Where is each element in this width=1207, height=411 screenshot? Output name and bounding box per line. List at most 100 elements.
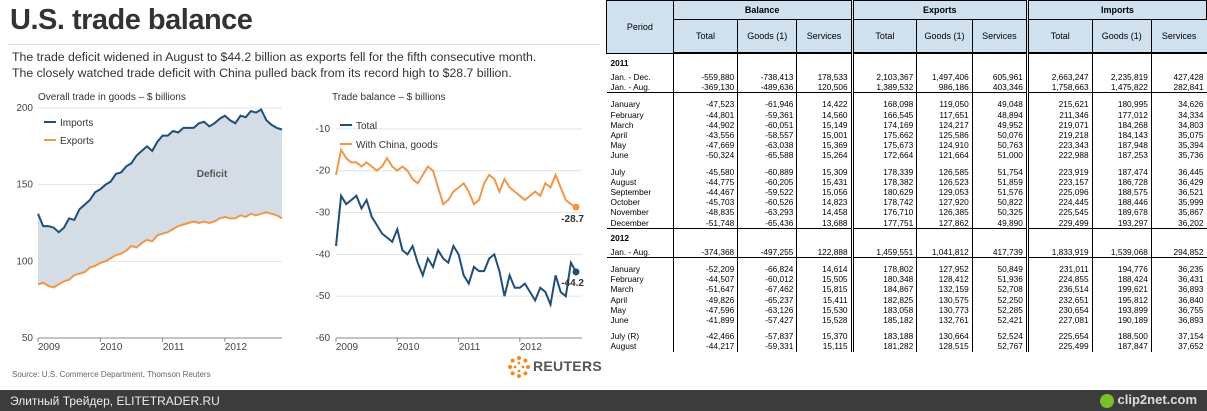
table-spacer-row	[606, 92, 1207, 100]
table-value-cell	[971, 227, 1028, 232]
table-value-cell	[850, 231, 917, 244]
table-value-cell	[737, 257, 797, 265]
table-value-cell: -738,413	[737, 72, 797, 83]
chart1-legend-exports-label: Exports	[60, 136, 94, 147]
table-value-cell: 180,348	[850, 274, 917, 285]
table-value-cell	[796, 57, 853, 69]
table-value-cell: -51,647	[672, 284, 738, 295]
chart1-imports-line	[37, 108, 283, 234]
overall-trade-chart: Overall trade in goods – $ billions 200 1…	[0, 88, 300, 368]
chart1-y-tick-label: 100	[16, 256, 33, 267]
table-value-cell: 230,654	[1025, 304, 1093, 316]
table-value-cell: 51,754	[971, 166, 1028, 177]
chart2-total-end-label: -44.2	[561, 278, 584, 289]
table-value-cell: -66,824	[737, 264, 797, 275]
table-value-cell: 15,411	[796, 294, 853, 305]
table-value-cell	[1025, 57, 1093, 69]
table-value-cell: 211,346	[1025, 109, 1093, 120]
table-value-cell: 223,157	[1025, 176, 1093, 188]
chart2-y-tick-label: -40	[316, 249, 331, 260]
trade-balance-chart: Trade balance – $ billions -10 -20 -30 -40-…	[302, 88, 605, 368]
table-value-cell: -60,889	[737, 166, 797, 177]
table-value-cell: 188,446	[1091, 197, 1152, 208]
table-value-cell	[737, 227, 797, 232]
table-value-cell: 183,188	[850, 331, 917, 342]
table-value-cell	[1091, 57, 1152, 69]
table-period-cell	[606, 227, 674, 232]
table-period-cell: 2012	[610, 232, 629, 243]
table-value-cell: 130,575	[916, 294, 973, 305]
table-value-cell: 127,952	[916, 264, 973, 275]
chart1-x-tick-label: 2010	[100, 342, 123, 353]
table-value-cell: 166,545	[850, 109, 917, 120]
table-value-cell: 184,867	[850, 284, 917, 295]
table-value-cell	[916, 92, 973, 100]
table-value-cell: -43,556	[672, 130, 738, 141]
table-year-row: 2011	[607, 57, 1207, 69]
table-value-cell: -47,523	[672, 99, 738, 110]
chart2-china-end-point	[572, 203, 580, 211]
table-value-cell: 120,506	[796, 82, 853, 93]
table-value-cell: 294,852	[1150, 246, 1207, 258]
table-value-cell	[1150, 227, 1207, 232]
clip2net-icon	[1099, 393, 1114, 408]
table-value-cell: 130,773	[916, 304, 973, 316]
table-row: January -52,209 -66,824 14,614 178,802 127,95…	[607, 264, 1207, 275]
chart2-legend-china-label: With China, goods	[356, 140, 438, 151]
table-value-cell	[916, 231, 973, 244]
table-period-cell: June	[610, 315, 629, 326]
table-row: March -44,902 -60,051 15,149 174,169 124,217 4…	[607, 119, 1207, 131]
chart2-total-end-point	[572, 268, 580, 276]
table-value-cell: 37,652	[1150, 341, 1207, 352]
table-value-cell	[796, 160, 853, 167]
table-row: Jan. - Aug. -369,130 -489,636 120,506 1,389,…	[607, 82, 1207, 93]
table-value-cell	[971, 69, 1028, 72]
table-value-cell: 282,841	[1150, 82, 1207, 93]
table-value-cell: 182,825	[850, 294, 917, 305]
subtitle-line-1: The trade deficit widened in August to $…	[12, 50, 537, 64]
table-value-cell: -45,703	[672, 197, 738, 208]
table-value-cell: 127,862	[916, 217, 973, 229]
table-period-cell: September	[610, 187, 652, 198]
table-value-cell: 223,343	[1025, 140, 1093, 151]
table-value-cell: -58,557	[737, 130, 797, 141]
table-value-cell: 15,056	[796, 187, 853, 198]
chart2-china-line	[335, 147, 577, 208]
source-note: Source: U.S. Commerce Department, Thomso…	[12, 370, 211, 379]
table-value-cell: -44,467	[672, 187, 738, 198]
chart1-legend-imports-label: Imports	[60, 118, 93, 129]
table-value-cell	[796, 325, 853, 332]
table-value-cell	[1091, 92, 1152, 100]
table-value-cell: 34,626	[1150, 99, 1207, 110]
table-value-cell: 187,847	[1091, 341, 1152, 352]
table-value-cell	[672, 227, 738, 232]
table-row: February -44,507 -60,012 15,505 180,348 128,4…	[607, 274, 1207, 285]
table-value-cell: -57,837	[737, 331, 797, 342]
table-group-header: Exports	[850, 0, 1028, 20]
table-value-cell: 186,728	[1091, 176, 1152, 188]
table-row: October -45,703 -60,526 14,823 178,742 127,92…	[607, 197, 1207, 208]
table-row: August -44,217 -59,331 15,115 181,282 128,515…	[607, 341, 1207, 352]
chart1-svg: 200 150 100 50 Deficit Imports Exports 2009 2010…	[16, 103, 283, 353]
table-value-cell: 195,812	[1091, 294, 1152, 305]
table-value-cell: 15,115	[796, 341, 853, 352]
table-value-cell: 128,515	[916, 341, 973, 352]
clip2net-badge[interactable]: clip2net.com	[1099, 392, 1197, 408]
table-value-cell: -489,636	[737, 82, 797, 93]
table-column-header: Services	[1150, 19, 1207, 54]
table-value-cell: -369,130	[672, 82, 738, 93]
table-value-cell: 1,459,551	[850, 246, 917, 258]
table-row: May -47,596 -63,126 15,530 183,058 130,773 52,…	[607, 304, 1207, 316]
table-row: September -44,467 -59,522 15,056 180,629 129,…	[607, 187, 1207, 198]
table-value-cell: 188,500	[1091, 331, 1152, 342]
table-value-cell: 129,053	[916, 187, 973, 198]
table-value-cell: -374,368	[672, 246, 738, 258]
table-value-cell: -60,205	[737, 176, 797, 188]
table-spacer-row	[607, 53, 1207, 57]
table-value-cell: 49,890	[971, 217, 1028, 229]
table-value-cell: 193,899	[1091, 304, 1152, 316]
table-value-cell: -47,596	[672, 304, 738, 316]
table-period-cell: March	[610, 119, 634, 130]
table-value-cell: 35,999	[1150, 197, 1207, 208]
table-value-cell: -497,255	[737, 246, 797, 258]
